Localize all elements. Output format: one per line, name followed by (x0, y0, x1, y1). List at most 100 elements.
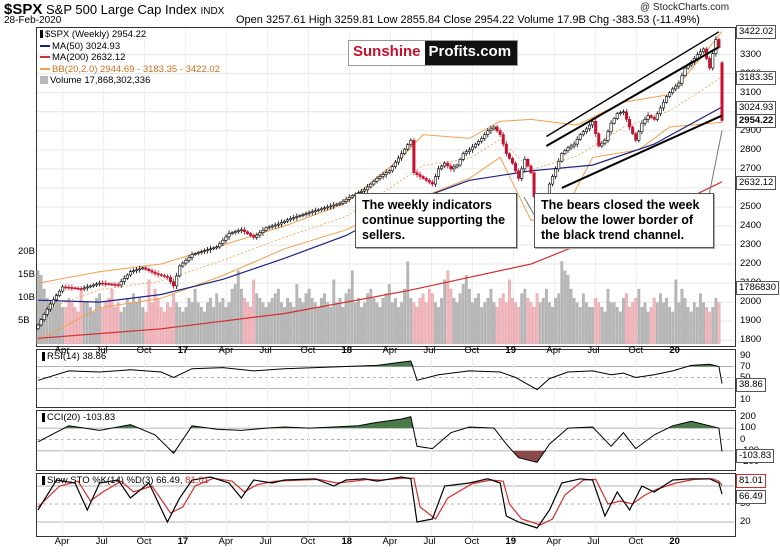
volume-tick-label: 20B (18, 246, 35, 258)
volume-bar (492, 302, 496, 345)
candle-body (218, 243, 222, 248)
candle-body (646, 115, 650, 120)
candle-body (178, 265, 182, 277)
volume-bar (323, 293, 326, 345)
price-value-label: 3183.35 (736, 70, 777, 85)
volume-bar (129, 302, 132, 345)
candle-body (196, 252, 200, 254)
cci-fill-low (38, 450, 722, 463)
candle-body (591, 120, 595, 126)
volume-bar (548, 302, 551, 345)
volume-bar (329, 307, 333, 345)
volume-bar (674, 279, 678, 345)
rsi-tick-label: 10 (740, 393, 751, 405)
annotation-bears: The bears closed the week below the lowe… (534, 193, 714, 248)
volume-bar (258, 298, 262, 345)
candle-body (661, 101, 665, 109)
candle-body (58, 290, 62, 296)
volume-bar (486, 298, 490, 345)
volume-bar (467, 288, 471, 345)
candle-body (276, 223, 280, 226)
candle-body (584, 128, 588, 133)
price-tick-label: 3300 (740, 48, 762, 60)
volume-bar (326, 302, 330, 345)
volume-bar (353, 302, 357, 345)
rsi-panel (36, 349, 736, 408)
price-value-label: 2632.12 (736, 175, 777, 190)
candle-body (606, 131, 610, 141)
candle-body (156, 273, 160, 275)
x-tick-label: Oct (464, 345, 480, 356)
volume-bar (489, 288, 493, 345)
volume-bar (307, 288, 311, 345)
volume-bar (563, 270, 567, 345)
candle-body (54, 295, 58, 301)
candle-body (714, 39, 718, 54)
volume-bar (224, 307, 228, 345)
volume-bar (523, 288, 527, 345)
candle-body (335, 203, 339, 206)
volume-bar (150, 302, 154, 345)
volume-bar (501, 293, 505, 345)
candle-body (332, 204, 336, 207)
candle-body (61, 286, 65, 292)
sto-title: Slow STO %K(14) %D(3) 66.49, 81.01 (42, 475, 209, 486)
volume-bar (400, 302, 403, 345)
volume-bar (560, 261, 564, 345)
candle-body (39, 319, 43, 326)
volume-bar (178, 307, 182, 345)
candle-body (141, 267, 145, 270)
x-tick-label: Oct (628, 536, 644, 547)
candle-body (452, 166, 456, 170)
volume-bar (332, 279, 336, 345)
price-tick-label: 2700 (740, 162, 762, 174)
candle-body (239, 229, 243, 232)
candle-body (652, 117, 656, 120)
candle-body (85, 286, 89, 289)
volume-bar (381, 298, 385, 345)
candle-body (125, 274, 129, 279)
candle-body (581, 131, 585, 135)
volume-bar (535, 293, 539, 345)
candle-body (430, 181, 434, 185)
volume-bar (313, 302, 317, 345)
candle-body (674, 85, 678, 90)
volume-bar (144, 311, 148, 345)
volume-bar (640, 307, 644, 345)
volume-bar (116, 302, 120, 345)
x-tick-label: Apr (546, 536, 562, 547)
x-tick-label: Apr (218, 345, 234, 356)
candle-body (504, 143, 508, 154)
volume-bar (443, 279, 447, 345)
candle-body (233, 231, 237, 233)
volume-bar (357, 298, 360, 345)
volume-bar (175, 302, 179, 345)
candle-body (588, 124, 592, 130)
candle-body (298, 215, 302, 217)
candle-body (668, 92, 672, 97)
candle-body (437, 168, 441, 177)
candle-body (486, 130, 490, 135)
candle-body (119, 281, 123, 286)
volume-bar (67, 298, 71, 345)
volume-bar (508, 279, 511, 345)
x-tick-label: 20 (669, 345, 680, 356)
candle-body (569, 145, 573, 149)
volume-bar (141, 307, 145, 345)
candle-body (708, 58, 712, 69)
candle-body (184, 259, 188, 264)
annotation-indicators: The weekly indicators continue supportin… (355, 193, 517, 248)
volume-bar (585, 302, 588, 345)
candle-body (286, 219, 290, 222)
candle-body (98, 282, 102, 285)
x-tick-label: Oct (628, 345, 644, 356)
volume-bar (705, 307, 708, 345)
candle-body (387, 170, 391, 173)
volume-bar (280, 302, 283, 345)
x-tick-label: Oct (136, 536, 152, 547)
candle-body (363, 189, 367, 192)
x-tick-label: Apr (54, 536, 70, 547)
candle-body (594, 120, 598, 134)
candle-body (181, 262, 185, 267)
x-tick-label: 18 (341, 536, 353, 547)
